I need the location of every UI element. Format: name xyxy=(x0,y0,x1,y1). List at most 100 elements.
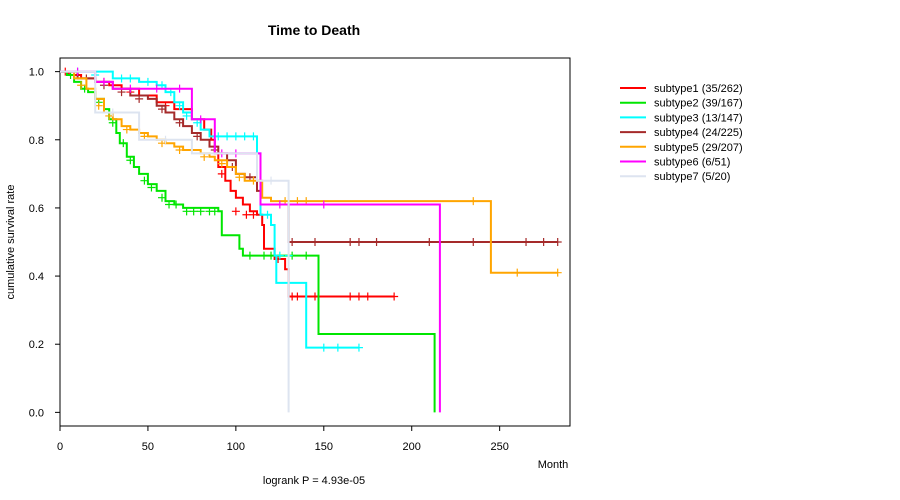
y-axis-label: cumulative survival rate xyxy=(5,185,17,300)
x-tick-label: 100 xyxy=(227,441,245,453)
censor-mark xyxy=(354,292,363,301)
censor-mark xyxy=(245,251,254,260)
censor-mark xyxy=(231,207,240,216)
x-tick-label: 200 xyxy=(403,441,421,453)
censor-mark xyxy=(165,200,174,209)
x-axis: 0 50 100 150 200 250 xyxy=(57,426,509,453)
series-subtype7 xyxy=(60,70,290,413)
censor-mark xyxy=(275,200,284,209)
plot-frame xyxy=(59,57,571,427)
censor-mark xyxy=(175,101,184,110)
censor-mark xyxy=(210,207,219,216)
censor-mark xyxy=(126,156,135,165)
y-axis: 0.0 0.2 0.4 0.6 0.8 1.0 xyxy=(29,67,60,419)
y-tick-label: 0.2 xyxy=(29,339,44,351)
survival-curves xyxy=(60,67,562,413)
x-tick-label: 150 xyxy=(315,441,333,453)
y-tick-label: 0.0 xyxy=(29,407,44,419)
x-axis-label: Month xyxy=(538,459,569,471)
y-tick-label: 1.0 xyxy=(29,67,44,79)
censor-mark xyxy=(182,111,191,120)
censor-mark xyxy=(319,343,328,352)
censor-mark xyxy=(469,238,478,246)
x-tick-label: 250 xyxy=(490,441,508,453)
y-tick-label: 0.4 xyxy=(29,271,44,283)
survival-curve-subtype7 xyxy=(60,70,290,413)
censor-mark xyxy=(469,197,478,206)
censor-mark xyxy=(158,105,166,114)
legend-label-subtype5: subtype5 (29/207) xyxy=(654,142,743,154)
y-tick-label: 0.6 xyxy=(29,203,44,215)
censor-mark xyxy=(77,81,86,90)
x-tick-label: 0 xyxy=(57,441,63,453)
censor-mark xyxy=(217,159,226,168)
censor-mark xyxy=(117,74,126,83)
survival-curve-subtype3 xyxy=(60,70,359,349)
censor-mark xyxy=(240,132,249,141)
censor-mark xyxy=(193,132,202,141)
censor-mark xyxy=(553,268,562,277)
censor-mark xyxy=(235,173,244,182)
series-subtype5 xyxy=(60,70,562,277)
censor-mark xyxy=(249,210,258,219)
censor-mark xyxy=(189,207,198,216)
censor-mark xyxy=(513,268,522,277)
chart-title: Time to Death xyxy=(268,22,360,38)
legend-label-subtype2: subtype2 (39/167) xyxy=(654,98,743,110)
censor-mark xyxy=(346,238,355,246)
legend-label-subtype3: subtype3 (13/147) xyxy=(654,112,743,124)
censor-mark xyxy=(346,292,355,301)
censor-mark xyxy=(231,132,240,141)
series-subtype4 xyxy=(60,70,562,246)
censor-mark xyxy=(302,251,311,260)
censor-mark xyxy=(161,135,170,144)
censor-mark xyxy=(119,139,128,148)
series-subtype3 xyxy=(60,67,363,352)
censor-mark xyxy=(363,292,372,301)
survival-curve-subtype1 xyxy=(60,70,395,298)
legend-label-subtype7: subtype7 (5/20) xyxy=(654,171,730,183)
censor-mark xyxy=(182,207,191,216)
legend-label-subtype4: subtype4 (24/225) xyxy=(654,127,743,139)
censor-mark xyxy=(172,200,181,209)
censor-mark xyxy=(539,238,548,246)
censor-mark xyxy=(108,108,117,117)
x-tick-label: 50 xyxy=(142,441,154,453)
censor-mark xyxy=(333,343,342,352)
censor-mark xyxy=(260,251,268,260)
censor-mark xyxy=(263,210,272,219)
censor-mark xyxy=(425,238,434,246)
censor-mark xyxy=(196,207,205,216)
censor-mark xyxy=(143,77,152,86)
censor-mark xyxy=(196,115,205,124)
censor-mark xyxy=(147,183,156,192)
legend: subtype1 (35/262) subtype2 (39/167) subtyp… xyxy=(620,83,743,183)
censor-mark xyxy=(126,84,135,93)
censor-mark xyxy=(152,84,161,93)
censor-mark xyxy=(293,292,302,301)
censor-mark xyxy=(223,132,232,141)
censor-mark xyxy=(158,193,166,202)
censor-mark xyxy=(390,292,399,301)
censor-mark xyxy=(122,125,131,134)
censor-mark xyxy=(217,169,226,178)
censor-mark xyxy=(354,238,363,246)
censor-mark xyxy=(311,238,319,246)
censor-mark xyxy=(140,176,149,185)
censor-mark xyxy=(126,74,135,83)
logrank-p-value: logrank P = 4.93e-05 xyxy=(263,475,365,487)
censor-mark xyxy=(99,77,108,86)
censor-mark xyxy=(267,176,276,185)
censor-mark xyxy=(242,210,251,219)
series-subtype1 xyxy=(60,67,399,301)
censor-mark xyxy=(175,118,184,127)
censor-mark xyxy=(372,238,381,246)
censor-mark xyxy=(135,94,144,103)
y-tick-label: 0.8 xyxy=(29,135,44,147)
censor-mark xyxy=(553,238,562,246)
legend-label-subtype6: subtype6 (6/51) xyxy=(654,157,730,169)
censor-mark xyxy=(354,343,363,352)
censor-mark xyxy=(522,238,531,246)
censor-mark xyxy=(319,200,328,209)
